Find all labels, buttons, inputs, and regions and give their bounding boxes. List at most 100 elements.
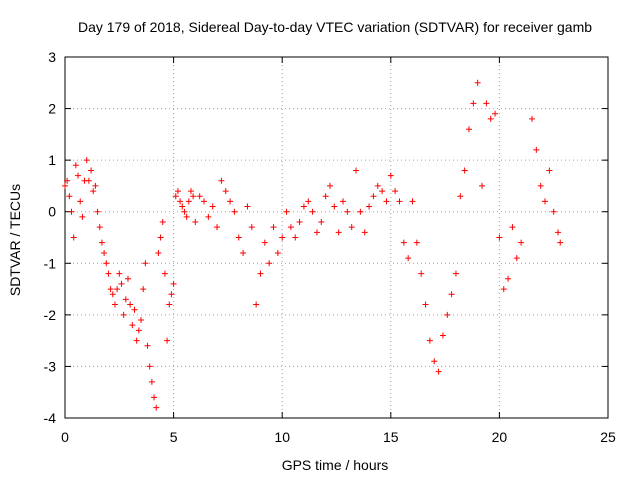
data-point xyxy=(492,110,499,117)
data-point xyxy=(174,188,181,195)
data-point xyxy=(448,291,455,298)
data-point xyxy=(470,100,477,107)
data-point xyxy=(153,404,160,411)
data-point xyxy=(318,219,325,226)
data-point xyxy=(479,182,486,189)
data-point xyxy=(101,249,108,256)
data-point xyxy=(322,193,329,200)
data-point xyxy=(201,198,208,205)
x-tick-label: 20 xyxy=(492,429,508,445)
data-point xyxy=(409,198,416,205)
data-point xyxy=(227,198,234,205)
y-tick-label: 3 xyxy=(48,49,56,65)
data-point xyxy=(244,203,251,210)
data-point xyxy=(248,224,255,231)
data-point xyxy=(159,219,166,226)
data-point xyxy=(196,193,203,200)
x-tick-label: 25 xyxy=(600,429,616,445)
chart-title: Day 179 of 2018, Sidereal Day-to-day VTE… xyxy=(78,19,592,35)
data-point xyxy=(170,280,177,287)
data-point xyxy=(88,167,95,174)
data-point xyxy=(357,208,364,215)
data-point xyxy=(413,239,420,246)
data-point xyxy=(161,270,168,277)
data-point xyxy=(85,177,92,184)
data-point xyxy=(379,188,386,195)
data-point xyxy=(528,115,535,122)
data-point xyxy=(96,224,103,231)
data-point xyxy=(287,224,294,231)
data-point xyxy=(400,239,407,246)
data-point xyxy=(435,368,442,375)
data-point xyxy=(107,286,114,293)
data-point xyxy=(214,224,221,231)
data-point xyxy=(505,275,512,282)
grid-lines xyxy=(65,57,608,418)
data-point xyxy=(444,311,451,318)
data-point xyxy=(418,270,425,277)
data-point xyxy=(83,157,90,164)
data-point xyxy=(557,239,564,246)
data-point xyxy=(555,229,562,236)
data-point xyxy=(205,213,212,220)
data-point xyxy=(138,317,145,324)
data-point xyxy=(431,358,438,365)
data-point xyxy=(94,208,101,215)
data-point xyxy=(127,301,134,308)
x-tick-label: 0 xyxy=(61,429,69,445)
data-point xyxy=(177,198,184,205)
x-tick-label: 5 xyxy=(170,429,178,445)
y-tick-label: -1 xyxy=(44,255,57,271)
data-point xyxy=(135,327,142,334)
data-point xyxy=(392,188,399,195)
data-point xyxy=(222,188,229,195)
data-point xyxy=(309,208,316,215)
data-point xyxy=(340,198,347,205)
data-point xyxy=(405,255,412,262)
data-point xyxy=(192,219,199,226)
data-point xyxy=(103,260,110,267)
data-point xyxy=(122,296,129,303)
data-point xyxy=(474,79,481,86)
data-point xyxy=(131,306,138,313)
data-point xyxy=(183,213,190,220)
data-point xyxy=(387,172,394,179)
data-point xyxy=(75,172,82,179)
data-point xyxy=(461,167,468,174)
data-point xyxy=(72,162,79,169)
data-point xyxy=(296,219,303,226)
data-point xyxy=(383,198,390,205)
data-point xyxy=(179,203,186,210)
data-point xyxy=(550,208,557,215)
data-point xyxy=(300,203,307,210)
data-point xyxy=(542,198,549,205)
data-point xyxy=(344,208,351,215)
data-point xyxy=(142,260,149,267)
data-point xyxy=(326,182,333,189)
data-series xyxy=(62,79,564,411)
data-point xyxy=(129,322,136,329)
y-tick-label: 1 xyxy=(48,152,56,168)
data-point xyxy=(70,234,77,241)
data-point xyxy=(513,255,520,262)
data-point xyxy=(496,234,503,241)
data-point xyxy=(111,301,118,308)
data-point xyxy=(533,146,540,153)
data-point xyxy=(148,378,155,385)
data-point xyxy=(537,182,544,189)
x-tick-label: 15 xyxy=(383,429,399,445)
data-point xyxy=(253,301,260,308)
data-point xyxy=(366,203,373,210)
data-point xyxy=(452,270,459,277)
y-tick-label: -4 xyxy=(44,410,57,426)
data-point xyxy=(116,270,123,277)
y-tick-label: 2 xyxy=(48,101,56,117)
data-point xyxy=(483,100,490,107)
data-point xyxy=(90,188,97,195)
data-point xyxy=(266,260,273,267)
data-point xyxy=(155,249,162,256)
data-point xyxy=(109,291,116,298)
y-tick-label: -3 xyxy=(44,358,57,374)
data-point xyxy=(374,182,381,189)
